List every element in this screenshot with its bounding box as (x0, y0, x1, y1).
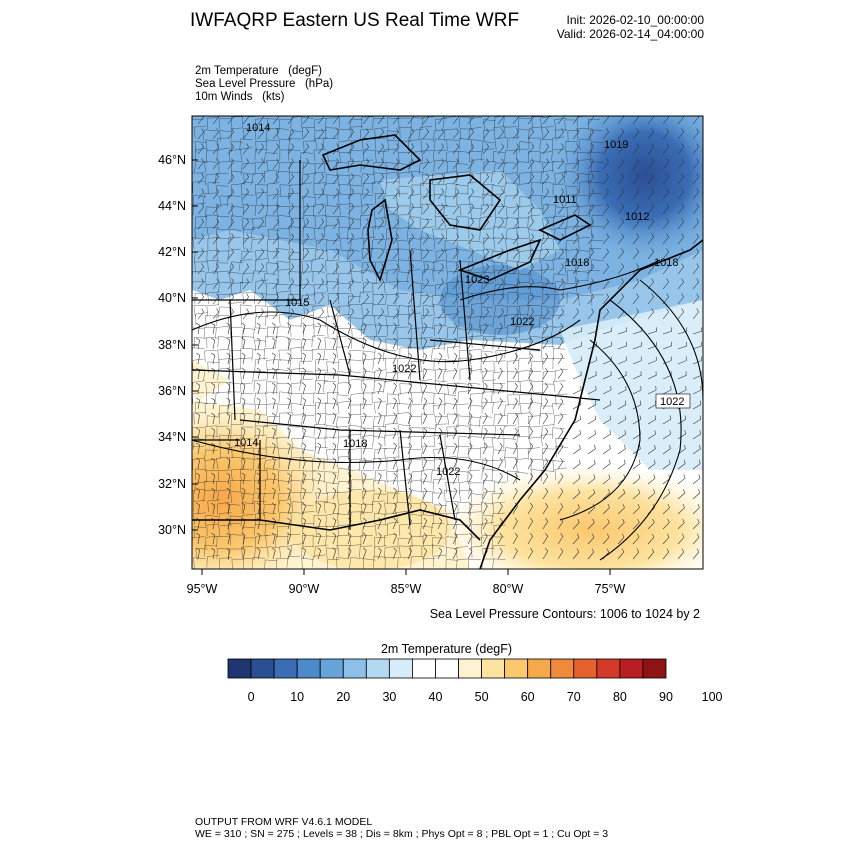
colorbar-swatch (527, 658, 552, 679)
longitude-labels: 95°W 90°W 85°W 80°W 75°W (187, 582, 626, 596)
pressure-labels: 1014 1019 1011 1012 1018 1018 1023 1015 … (234, 122, 691, 478)
pressure-label: 1023 (465, 274, 489, 286)
temperature-colorbar (227, 658, 667, 679)
colorbar-tick-labels: 0 10 20 30 40 50 60 70 80 90 100 (248, 690, 723, 704)
colorbar-swatch (250, 658, 275, 679)
map-field (192, 116, 703, 569)
map-frame (191, 115, 704, 570)
lake-erie (457, 238, 542, 281)
colorbar-swatch (458, 658, 482, 679)
pressure-label: 1022 (436, 466, 460, 478)
colorbar-swatch (365, 658, 390, 679)
colorbar-swatch (227, 658, 252, 679)
pressure-label: 1022 (660, 396, 684, 408)
colorbar-swatch (642, 658, 667, 679)
pressure-label: 1022 (392, 363, 416, 375)
colorbar-swatch (550, 658, 575, 679)
colorbar-swatch (596, 658, 621, 679)
colorbar-tick-label: 20 (336, 690, 350, 704)
colorbar-tick-label: 60 (521, 690, 535, 704)
pressure-label: 1014 (234, 437, 258, 449)
model-info-line1: OUTPUT FROM WRF V4.6.1 MODEL (195, 816, 373, 828)
init-time-label: Init: 2026-02-10_00:00:00 (566, 13, 704, 27)
page-title: IWFAQRP Eastern US Real Time WRF (190, 10, 520, 31)
lat-label: 30°N (158, 523, 186, 537)
field-label-winds: 10m Winds (kts) (195, 91, 285, 103)
atlantic-coastline (479, 239, 703, 569)
pressure-label: 1014 (246, 122, 270, 134)
lake-ontario (538, 214, 592, 241)
lon-label: 90°W (289, 582, 320, 596)
pressure-label: 1012 (625, 211, 649, 223)
pressure-label: 1018 (565, 257, 589, 269)
wind-barbs (196, 116, 703, 560)
pressure-label: 1015 (285, 297, 309, 309)
model-info-line2: WE = 310 ; SN = 275 ; Levels = 38 ; Dis … (195, 828, 609, 840)
lat-label: 34°N (158, 430, 186, 444)
field-label-pressure: Sea Level Pressure (hPa) (195, 78, 334, 90)
state-boundaries (192, 134, 703, 569)
colorbar-tick-label: 50 (475, 690, 489, 704)
lake-superior (321, 134, 422, 171)
lon-label: 80°W (493, 582, 524, 596)
axis-ticks (192, 159, 611, 575)
pressure-label: 1018 (654, 257, 678, 269)
pressure-label: 1018 (343, 438, 367, 450)
colorbar-swatch (388, 658, 413, 679)
colorbar-swatch (412, 658, 436, 679)
lat-label: 36°N (158, 384, 186, 398)
colorbar-swatch (435, 658, 459, 679)
lon-label: 95°W (187, 582, 218, 596)
colorbar-title: 2m Temperature (degF) (380, 642, 513, 656)
colorbar-tick-label: 100 (702, 690, 723, 704)
colorbar-tick-label: 10 (290, 690, 304, 704)
colorbar-swatch (319, 658, 344, 679)
lat-label: 44°N (158, 199, 186, 213)
lat-label: 42°N (158, 245, 186, 259)
valid-time-label: Valid: 2026-02-14_04:00:00 (556, 27, 704, 41)
colorbar-swatch (342, 658, 367, 679)
lat-label: 46°N (158, 153, 186, 167)
lake-huron (429, 174, 502, 231)
colorbar-swatch (296, 658, 321, 679)
colorbar-swatch (273, 658, 298, 679)
contour-note: Sea Level Pressure Contours: 1006 to 102… (429, 607, 700, 621)
colorbar-tick-label: 80 (613, 690, 627, 704)
colorbar-swatch (504, 658, 529, 679)
colorbar-swatch (573, 658, 598, 679)
colorbar-swatch (481, 658, 506, 679)
lon-label: 75°W (595, 582, 626, 596)
latitude-labels: 46°N 44°N 42°N 40°N 38°N 36°N 34°N 32°N … (158, 153, 186, 537)
colorbar-swatch (619, 658, 644, 679)
lon-label: 85°W (391, 582, 422, 596)
pressure-label: 1019 (604, 139, 628, 151)
colorbar-tick-label: 70 (567, 690, 581, 704)
pressure-label: 1011 (553, 194, 577, 206)
lake-michigan (367, 198, 393, 283)
field-label-temperature: 2m Temperature (degF) (195, 65, 322, 77)
pressure-label: 1022 (510, 316, 534, 328)
colorbar-tick-label: 40 (429, 690, 443, 704)
colorbar-tick-label: 30 (382, 690, 396, 704)
lat-label: 32°N (158, 477, 186, 491)
colorbar-tick-label: 0 (248, 690, 255, 704)
lat-label: 40°N (158, 291, 186, 305)
lat-label: 38°N (158, 338, 186, 352)
colorbar-tick-label: 90 (659, 690, 673, 704)
